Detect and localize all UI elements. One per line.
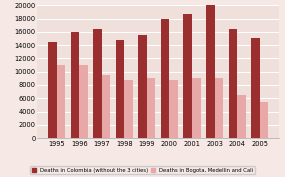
Bar (237, 95, 246, 138)
Bar (48, 42, 57, 138)
Bar (184, 14, 192, 138)
Bar (57, 65, 65, 138)
Bar (229, 28, 237, 138)
Bar (71, 32, 79, 138)
Bar (93, 28, 102, 138)
Bar (147, 78, 155, 138)
Bar (170, 80, 178, 138)
Bar (260, 102, 268, 138)
Bar (102, 75, 110, 138)
Bar (192, 78, 201, 138)
Bar (79, 65, 88, 138)
Bar (251, 39, 260, 138)
Bar (161, 19, 170, 138)
Bar (206, 5, 215, 138)
Bar (116, 40, 124, 138)
Legend: Deaths in Colombia (without the 3 cities), Deaths in Bogota, Medellin and Cali: Deaths in Colombia (without the 3 cities… (30, 166, 255, 174)
Bar (138, 35, 147, 138)
Bar (124, 80, 133, 138)
Bar (215, 78, 223, 138)
